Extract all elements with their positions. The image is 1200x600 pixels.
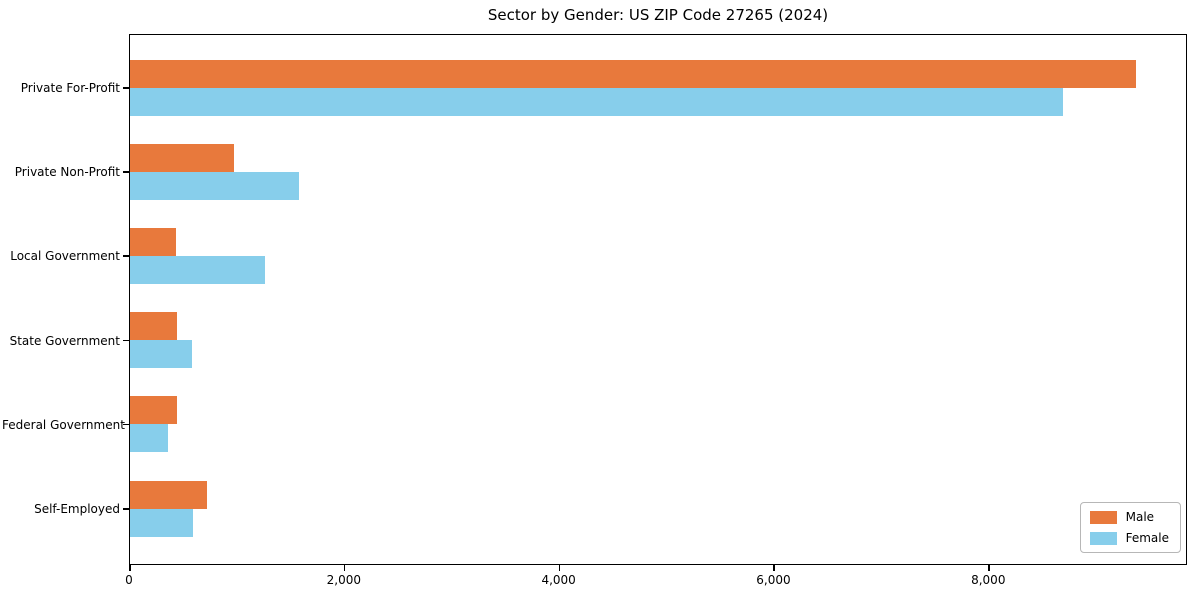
- bar-male-private-non-profit: [130, 143, 235, 172]
- bar-male-federal-government: [130, 396, 178, 425]
- y-tick-federal-government: [123, 423, 129, 426]
- x-axis-tick-label-0: 0: [125, 573, 133, 587]
- male-color-swatch: [1089, 510, 1117, 524]
- y-tick-private-non-profit: [123, 171, 129, 173]
- x-axis-tick-label-6000: 6,000: [756, 573, 791, 587]
- bar-male-private-for-profit: [130, 59, 1137, 88]
- legend-item-male: Male: [1089, 510, 1169, 524]
- y-tick-private-for-profit: [123, 87, 129, 89]
- legend-item-female: Female: [1089, 531, 1169, 545]
- y-axis-label-federal-government: Federal Government: [2, 417, 125, 432]
- y-tick-state-government: [123, 339, 129, 342]
- bar-female-private-for-profit: [130, 87, 1064, 116]
- plot-area: [129, 34, 1187, 565]
- bar-male-self-employed: [130, 480, 208, 509]
- y-tick-local-government: [123, 255, 129, 257]
- bar-female-self-employed: [130, 508, 194, 537]
- bar-female-local-government: [130, 255, 266, 284]
- bar-female-private-non-profit: [130, 171, 299, 200]
- bar-female-state-government: [130, 340, 193, 369]
- y-axis-label-local-government: Local Government: [10, 249, 120, 264]
- bar-female-federal-government: [130, 424, 168, 453]
- y-tick-self-employed: [123, 508, 129, 510]
- legend: Male Female: [1079, 502, 1181, 553]
- x-tick-8000: [988, 565, 990, 571]
- legend-label-female: Female: [1125, 531, 1169, 545]
- y-axis-label-private-for-profit: Private For-Profit: [20, 81, 120, 95]
- x-tick-2000: [343, 565, 346, 571]
- x-tick-6000: [773, 565, 775, 571]
- y-axis-label-state-government: State Government: [9, 333, 120, 348]
- x-tick-0: [129, 565, 131, 571]
- bar-male-state-government: [130, 312, 178, 341]
- y-axis-label-private-non-profit: Private Non-Profit: [14, 165, 120, 180]
- bar-male-local-government: [130, 227, 177, 256]
- x-axis-tick-label-2000: 2,000: [326, 573, 361, 587]
- female-color-swatch: [1089, 531, 1117, 545]
- legend-label-male: Male: [1125, 510, 1155, 524]
- x-axis-tick-label-4000: 4,000: [541, 573, 576, 587]
- chart-title: Sector by Gender: US ZIP Code 27265 (202…: [487, 6, 829, 24]
- y-axis-label-self-employed: Self-Employed: [34, 502, 120, 516]
- x-axis-tick-label-8000: 8,000: [971, 573, 1006, 587]
- x-tick-4000: [558, 565, 561, 571]
